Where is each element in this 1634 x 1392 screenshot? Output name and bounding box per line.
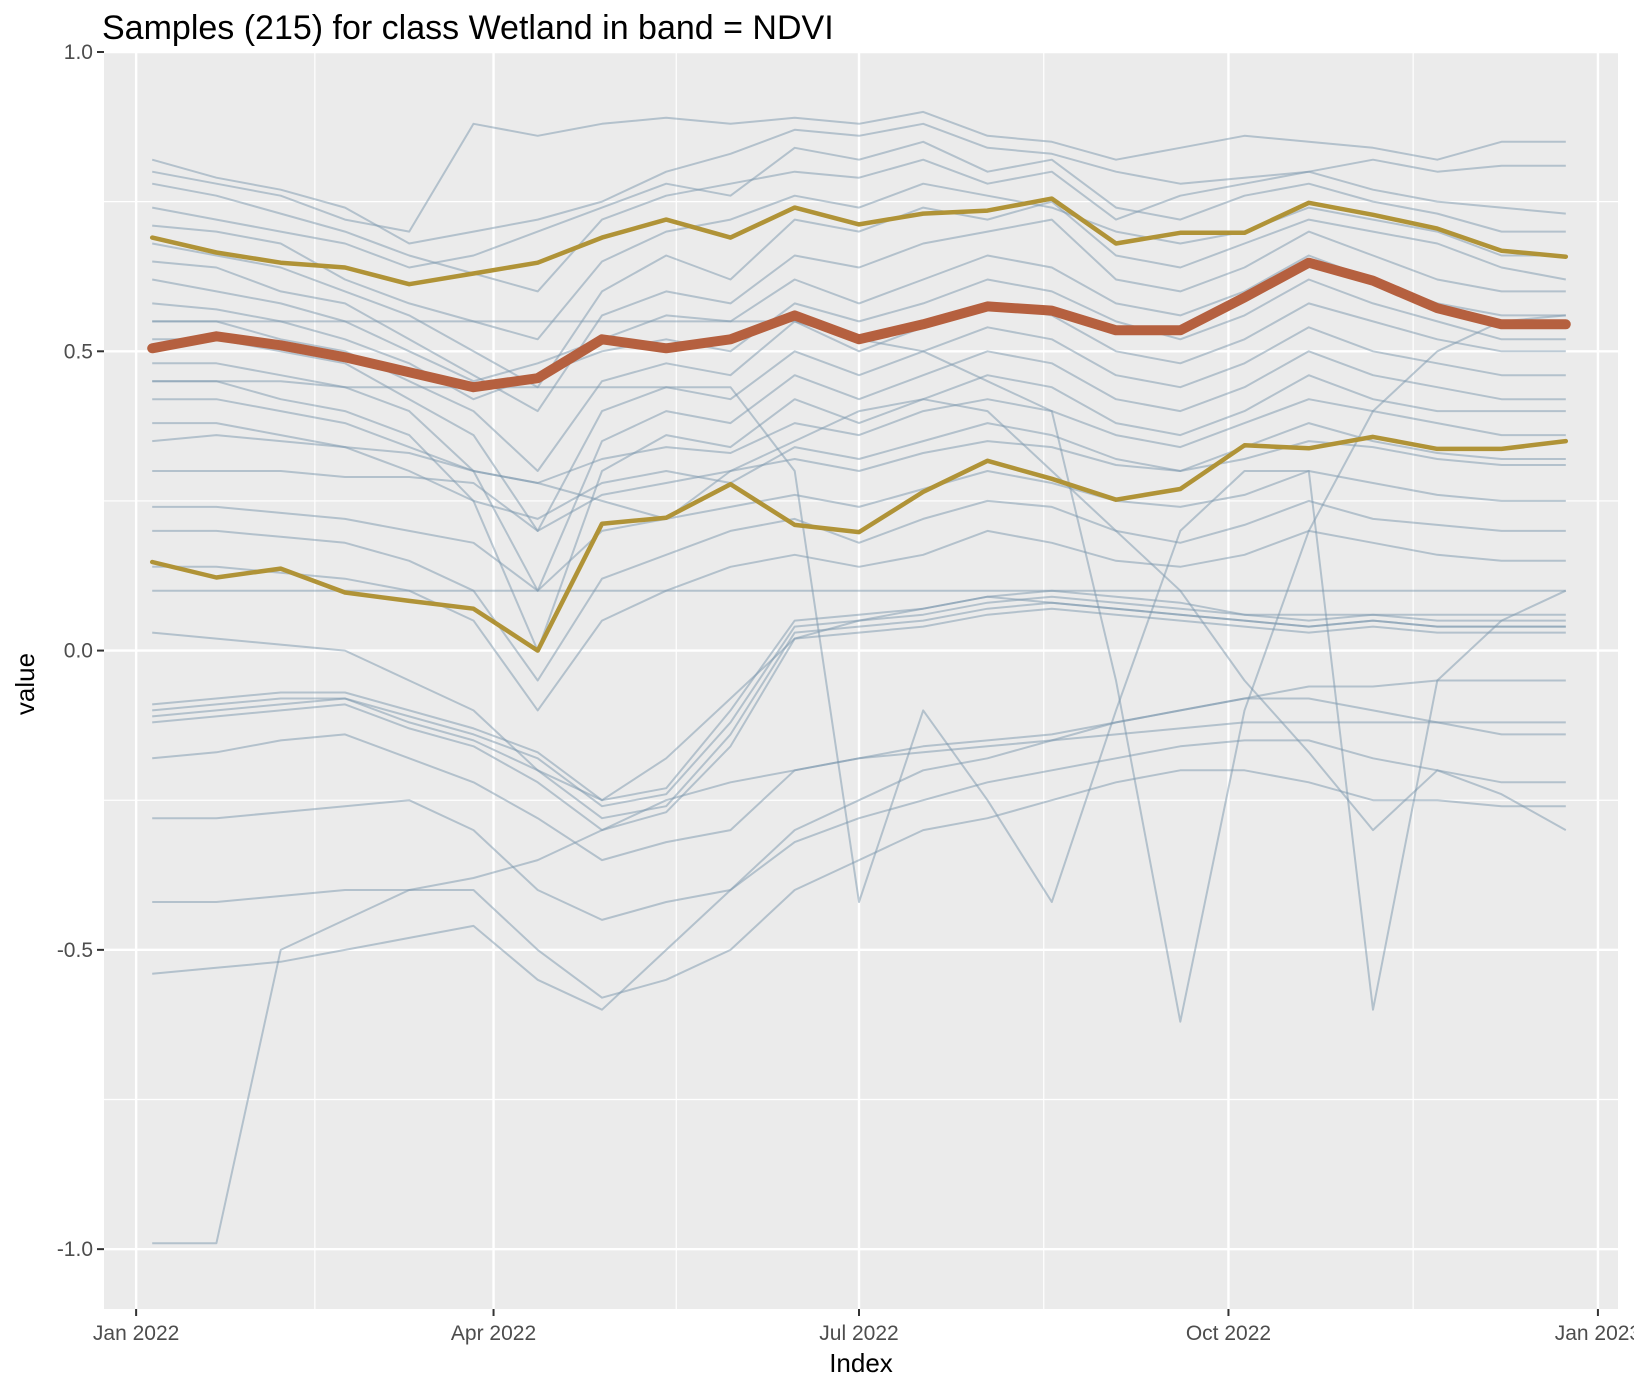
sample-line [152, 218, 1566, 413]
y-tick-label: -1.0 [57, 1238, 93, 1261]
sample-line [152, 182, 1566, 341]
y-tick-label: 0.0 [64, 640, 93, 663]
sample-line [152, 350, 1566, 592]
sample-line [152, 589, 1566, 802]
summary-series-group [147, 196, 1571, 653]
sample-line [152, 721, 1566, 1245]
sample-line [152, 110, 1566, 233]
x-tick-label: Jan 2022 [93, 1322, 179, 1345]
sample-line [152, 254, 1566, 383]
sample-line [152, 422, 1566, 520]
y-tick-label: -0.5 [57, 939, 93, 962]
sample-line [152, 595, 1566, 808]
median-line [147, 257, 1571, 393]
y-tick-label: 1.0 [64, 41, 93, 64]
sample-line [152, 380, 1567, 1011]
x-tick-label: Apr 2022 [451, 1322, 536, 1345]
sample-line [151, 122, 1566, 245]
sample-line [152, 470, 1566, 592]
x-axis: Jan 2022 Apr 2022 Jul 2022 Oct 2022 Jan 2023 [93, 1309, 1634, 1345]
x-tick-label: Jan 2023 [1555, 1322, 1634, 1345]
sample-line [152, 697, 1566, 1011]
sample-line [152, 398, 1566, 484]
sample-line [152, 374, 1566, 652]
sample-line [152, 769, 1566, 999]
sample-line [152, 499, 1566, 682]
sample-line [152, 398, 1567, 832]
x-tick-label: Oct 2022 [1186, 1322, 1271, 1345]
y-axis: 1.0 0.5 0.0 -0.5 -1.0 [57, 41, 104, 1261]
quantile-line [149, 196, 1569, 287]
x-axis-title: Index [829, 1348, 893, 1378]
sample-line [152, 529, 1566, 712]
sample-line [152, 140, 1566, 269]
chart-title: Samples (215) for class Wetland in band … [102, 9, 834, 47]
sample-line [152, 158, 1566, 293]
y-axis-title: value [10, 653, 40, 715]
sample-line [152, 278, 1566, 401]
quantile-line [149, 434, 1569, 653]
sample-line [152, 607, 1566, 832]
sample-line [152, 200, 1566, 389]
sample-line [152, 739, 1566, 921]
y-tick-label: 0.5 [64, 340, 93, 363]
x-tick-label: Jul 2022 [819, 1322, 898, 1345]
sample-line [152, 601, 1566, 820]
